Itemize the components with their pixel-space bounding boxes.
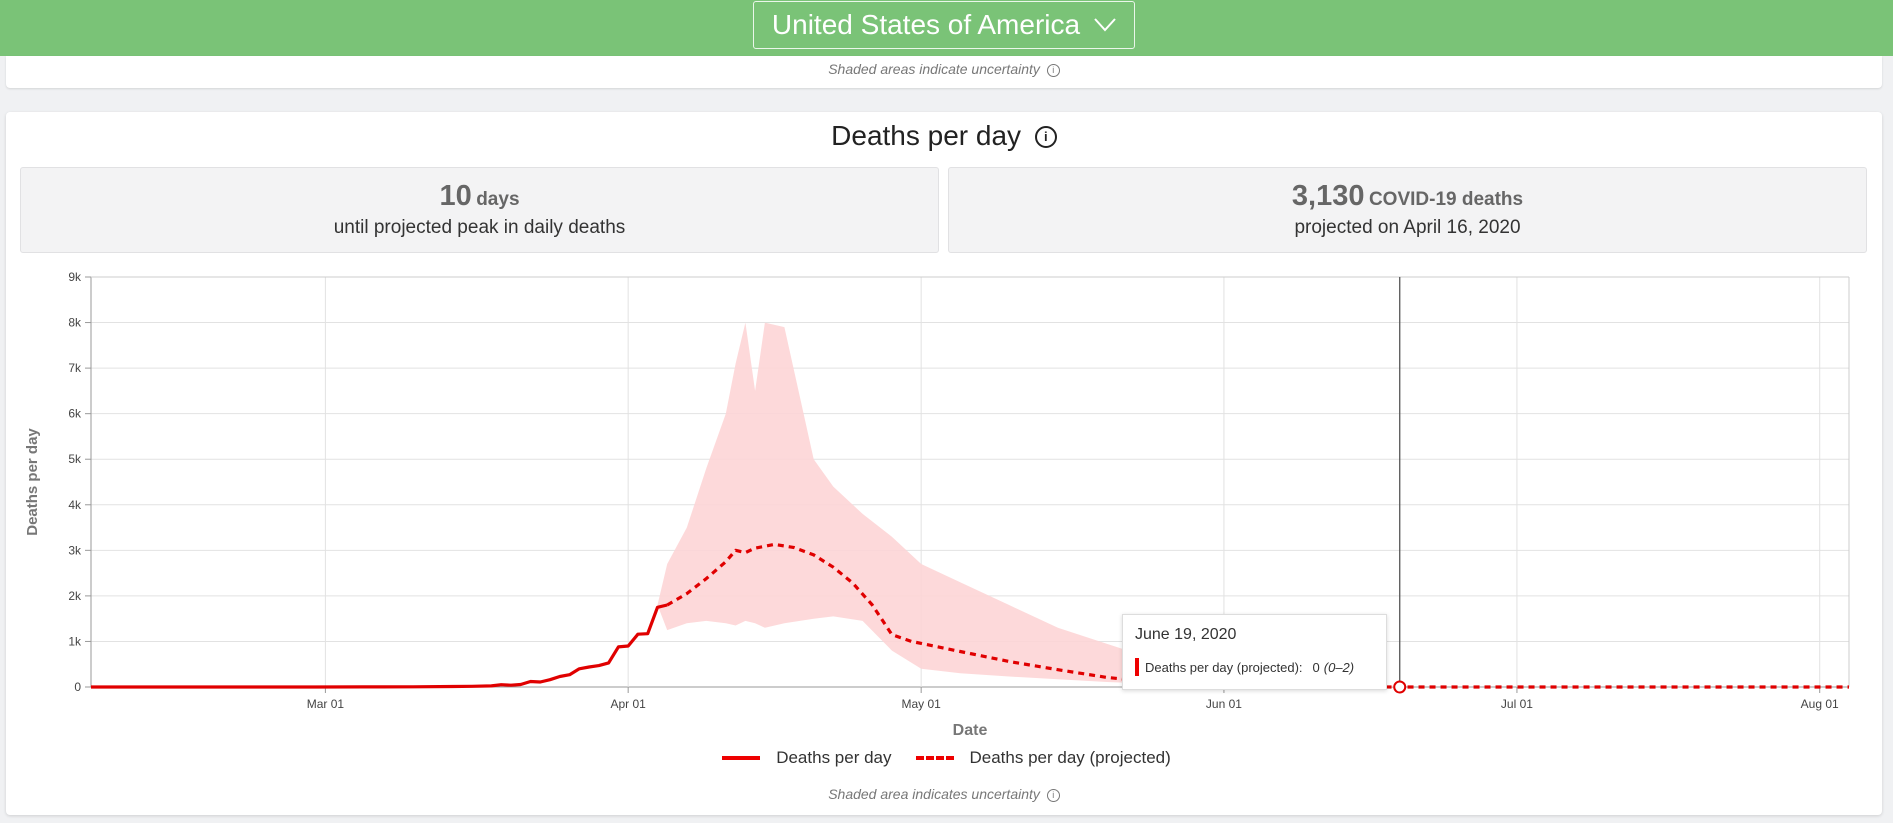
legend-item-projected[interactable]: Deaths per day (projected) (915, 748, 1171, 768)
country-select-label: United States of America (771, 9, 1081, 40)
info-icon[interactable]: i (1046, 63, 1060, 77)
chart-legend: Deaths per day Deaths per day (projected… (0, 748, 1893, 768)
tooltip-row: Deaths per day (projected): 0 (0–2) (1135, 658, 1354, 676)
tooltip-swatch (1135, 658, 1139, 676)
uncertainty-note-bottom: Shaded area indicates uncertainty i (6, 786, 1882, 802)
tooltip-date: June 19, 2020 (1135, 626, 1237, 643)
previous-chart-card: Shaded areas indicate uncertainty i (6, 56, 1882, 88)
tooltip-value: 0 (1312, 659, 1320, 675)
uncertainty-note-text: Shaded area indicates uncertainty (828, 786, 1040, 802)
legend-swatch-solid (722, 756, 761, 760)
tooltip-series: Deaths per day (projected): (1145, 659, 1303, 675)
stat-caption: projected on April 16, 2020 (1294, 217, 1521, 238)
stat-caption: until projected peak in daily deaths (333, 217, 626, 238)
legend-swatch-dashed (915, 756, 954, 760)
top-bar: United States of America (0, 0, 1893, 56)
stat-value: 3,130 (1291, 180, 1365, 212)
tooltip-range: (0–2) (1323, 659, 1355, 675)
stat-box-peak-days: 10 days until projected peak in daily de… (20, 167, 939, 253)
legend-item-actual[interactable]: Deaths per day (722, 748, 892, 768)
uncertainty-note-text: Shaded areas indicate uncertainty (828, 61, 1040, 77)
stat-unit: days (476, 189, 520, 210)
stat-unit: COVID-19 deaths (1368, 189, 1524, 210)
stat-box-peak-deaths: 3,130 COVID-19 deaths projected on April… (948, 167, 1867, 253)
country-select[interactable]: United States of America (753, 1, 1135, 49)
legend-label: Deaths per day (projected) (969, 748, 1171, 767)
chevron-down-icon (1094, 18, 1116, 32)
card-title-text: Deaths per day (831, 120, 1022, 151)
deaths-per-day-card: Deaths per day i 10 days until projected… (6, 112, 1882, 815)
chart-tooltip: June 19, 2020 Deaths per day (projected)… (1122, 614, 1387, 690)
legend-label: Deaths per day (776, 748, 892, 767)
uncertainty-note-top: Shaded areas indicate uncertainty i (6, 61, 1882, 77)
info-icon[interactable]: i (1046, 788, 1060, 802)
card-title: Deaths per day i (6, 120, 1882, 152)
info-icon[interactable]: i (1034, 126, 1057, 148)
stat-value: 10 (439, 180, 472, 212)
